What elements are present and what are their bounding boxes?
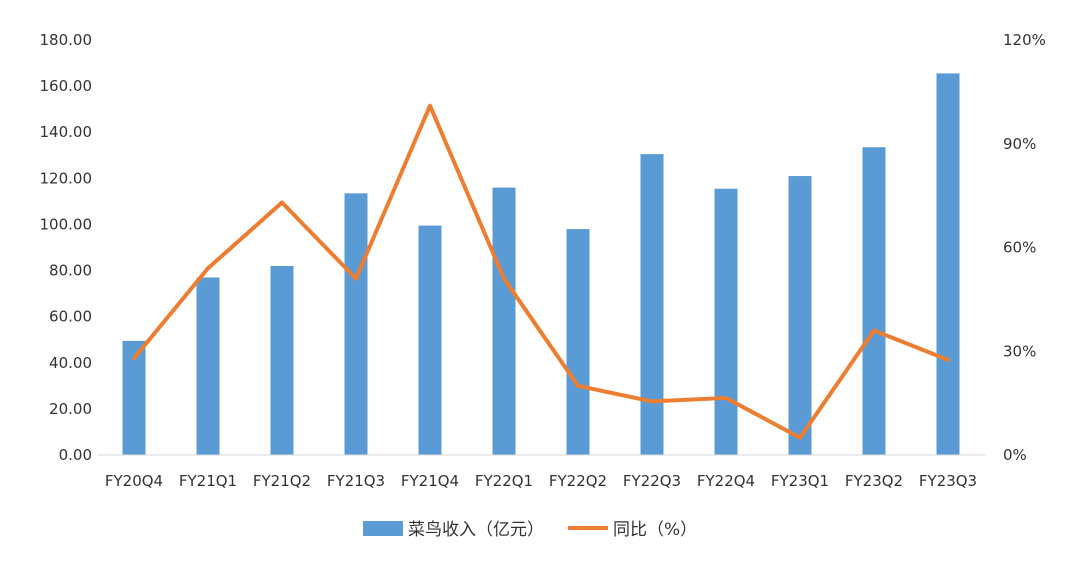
x-axis-tick-label: FY22Q1: [475, 472, 533, 490]
yoy-line-series: [132, 103, 950, 440]
revenue-bar: [640, 154, 664, 455]
right-axis: 0% 30% 60% 90% 120%: [1003, 31, 1046, 464]
revenue-bar: [418, 225, 442, 455]
x-axis-tick-label: FY23Q1: [771, 472, 829, 490]
left-axis-tick-label: 140.00: [40, 123, 93, 141]
x-axis-tick-label: FY21Q1: [179, 472, 237, 490]
x-axis-tick-label: FY22Q3: [623, 472, 681, 490]
right-axis-tick-label: 120%: [1003, 31, 1046, 49]
left-axis-tick-label: 180.00: [40, 31, 93, 49]
left-axis-tick-label: 80.00: [49, 262, 92, 280]
x-axis-tick-label: FY22Q2: [549, 472, 607, 490]
right-axis-tick-label: 60%: [1003, 239, 1036, 257]
x-axis-tick-label: FY22Q4: [697, 472, 755, 490]
left-axis-tick-label: 20.00: [49, 400, 92, 418]
left-axis-tick-label: 120.00: [40, 169, 93, 187]
x-axis-tick-label: FY20Q4: [105, 472, 163, 490]
revenue-bar: [936, 73, 960, 456]
x-axis: FY20Q4 FY21Q1 FY21Q2 FY21Q3 FY21Q4 FY22Q1 FY22…: [105, 472, 977, 490]
yoy-line: [132, 103, 950, 440]
left-axis-tick-label: 0.00: [59, 446, 92, 464]
x-axis-tick-label: FY23Q2: [845, 472, 903, 490]
revenue-bar: [862, 147, 886, 456]
revenue-bar: [344, 193, 368, 455]
legend-bar-label: 菜鸟收入（亿元）: [408, 520, 544, 540]
revenue-bar: [270, 265, 294, 455]
x-axis-tick-label: FY21Q2: [253, 472, 311, 490]
revenue-bar: [492, 187, 516, 456]
x-axis-tick-label: FY23Q3: [919, 472, 977, 490]
legend-line-label: 同比（%）: [613, 520, 697, 540]
revenue-bar: [122, 340, 146, 455]
left-axis-tick-label: 60.00: [49, 308, 92, 326]
right-axis-tick-label: 30%: [1003, 342, 1036, 360]
revenue-bars: [122, 73, 960, 456]
legend-bar-swatch: [363, 521, 403, 536]
right-axis-tick-label: 0%: [1003, 446, 1027, 464]
revenue-bar: [566, 229, 590, 455]
revenue-bar: [196, 277, 220, 455]
legend: 菜鸟收入（亿元） 同比（%）: [363, 520, 697, 540]
right-axis-tick-label: 90%: [1003, 135, 1036, 153]
left-axis: 0.00 20.00 40.00 60.00 80.00 100.00 120.00 140.…: [40, 31, 93, 464]
revenue-bar: [788, 176, 812, 455]
x-axis-tick-label: FY21Q3: [327, 472, 385, 490]
revenue-bar: [714, 188, 738, 456]
left-axis-tick-label: 100.00: [40, 215, 93, 233]
left-axis-tick-label: 40.00: [49, 354, 92, 372]
x-axis-tick-label: FY21Q4: [401, 472, 459, 490]
left-axis-tick-label: 160.00: [40, 77, 93, 95]
